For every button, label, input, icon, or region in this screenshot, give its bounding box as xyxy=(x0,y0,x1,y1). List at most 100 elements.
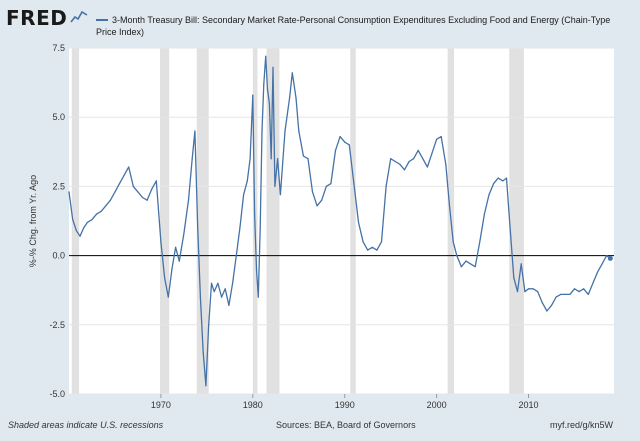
data-point xyxy=(171,268,173,270)
x-tick-label: 2000 xyxy=(427,400,447,410)
data-point xyxy=(202,351,204,354)
data-point xyxy=(194,130,196,132)
sources-text: Sources: BEA, Board of Governors xyxy=(276,420,416,430)
data-point xyxy=(422,158,424,160)
data-point xyxy=(344,141,346,143)
data-point xyxy=(243,194,245,196)
data-point xyxy=(68,191,70,193)
data-point xyxy=(298,130,300,132)
data-point xyxy=(399,163,401,165)
y-tick-label: 2.5 xyxy=(52,181,65,191)
data-point xyxy=(109,199,111,201)
data-point xyxy=(583,288,585,290)
data-point xyxy=(509,227,511,229)
data-point xyxy=(255,268,258,270)
data-point xyxy=(460,266,462,268)
data-point xyxy=(474,266,476,268)
data-point xyxy=(187,199,190,201)
data-point xyxy=(118,183,121,185)
data-point xyxy=(385,185,387,187)
data-point xyxy=(155,180,157,182)
data-point xyxy=(339,136,341,138)
data-point xyxy=(128,166,130,168)
y-tick-label: -5.0 xyxy=(49,389,65,399)
data-point xyxy=(151,188,153,190)
data-point xyxy=(555,296,557,298)
recession-band xyxy=(159,48,170,394)
data-point xyxy=(284,130,286,132)
data-point xyxy=(470,263,472,265)
y-axis-label: %-% Chg. from Yr. Ago xyxy=(28,175,38,267)
data-point xyxy=(546,310,548,312)
data-point xyxy=(596,271,599,273)
data-point xyxy=(178,260,180,262)
x-tick-label: 1990 xyxy=(335,400,355,410)
data-point xyxy=(357,221,360,223)
data-point xyxy=(445,163,447,165)
data-point xyxy=(440,136,442,138)
data-point xyxy=(266,88,269,91)
data-point xyxy=(217,282,219,284)
data-point xyxy=(105,205,107,207)
data-point xyxy=(311,191,314,193)
data-point xyxy=(249,158,251,160)
data-point xyxy=(213,291,215,293)
data-point xyxy=(516,291,519,293)
data-point xyxy=(224,288,226,290)
data-point xyxy=(541,302,543,304)
data-point xyxy=(302,155,304,157)
data-point xyxy=(160,241,162,243)
data-point xyxy=(431,152,433,154)
data-point xyxy=(137,191,139,193)
data-point xyxy=(587,293,589,295)
fred-logo[interactable]: FRED xyxy=(6,6,68,30)
data-point xyxy=(560,293,562,295)
data-point xyxy=(261,130,263,132)
data-point xyxy=(367,249,369,251)
data-point xyxy=(141,196,144,199)
data-point xyxy=(295,97,297,99)
data-point xyxy=(232,282,234,284)
series-line xyxy=(68,55,611,387)
data-point xyxy=(334,149,337,151)
data-point xyxy=(524,291,526,293)
data-point xyxy=(569,293,571,295)
data-point xyxy=(426,166,428,168)
data-point xyxy=(289,97,291,99)
data-point xyxy=(606,255,608,257)
data-point xyxy=(601,263,603,265)
data-point xyxy=(479,241,481,243)
data-point xyxy=(86,221,88,223)
data-point xyxy=(100,210,102,212)
series-end-marker xyxy=(607,255,613,261)
recession-band xyxy=(71,48,80,394)
data-point xyxy=(456,255,458,257)
data-point xyxy=(91,219,93,221)
legend-swatch xyxy=(96,18,108,21)
data-point xyxy=(183,232,185,235)
x-tick-label: 2010 xyxy=(519,400,539,410)
data-point xyxy=(497,177,499,179)
data-point xyxy=(164,277,166,279)
data-point xyxy=(537,291,539,293)
short-link[interactable]: myf.red/g/kn5W xyxy=(550,420,614,430)
data-point xyxy=(257,296,259,298)
data-point xyxy=(316,205,318,207)
data-point xyxy=(483,213,485,215)
data-point xyxy=(272,66,274,68)
data-point xyxy=(520,263,522,265)
data-point xyxy=(199,296,201,298)
data-point xyxy=(228,304,230,306)
legend: 3-Month Treasury Bill: Secondary Market … xyxy=(96,14,631,38)
data-point xyxy=(191,158,193,160)
data-point xyxy=(146,199,148,201)
data-point xyxy=(239,227,241,229)
data-point xyxy=(279,194,281,196)
y-tick-label: 7.5 xyxy=(52,43,65,53)
data-point xyxy=(221,296,223,298)
data-point xyxy=(564,293,566,295)
data-point xyxy=(205,385,207,387)
data-point xyxy=(265,55,267,57)
